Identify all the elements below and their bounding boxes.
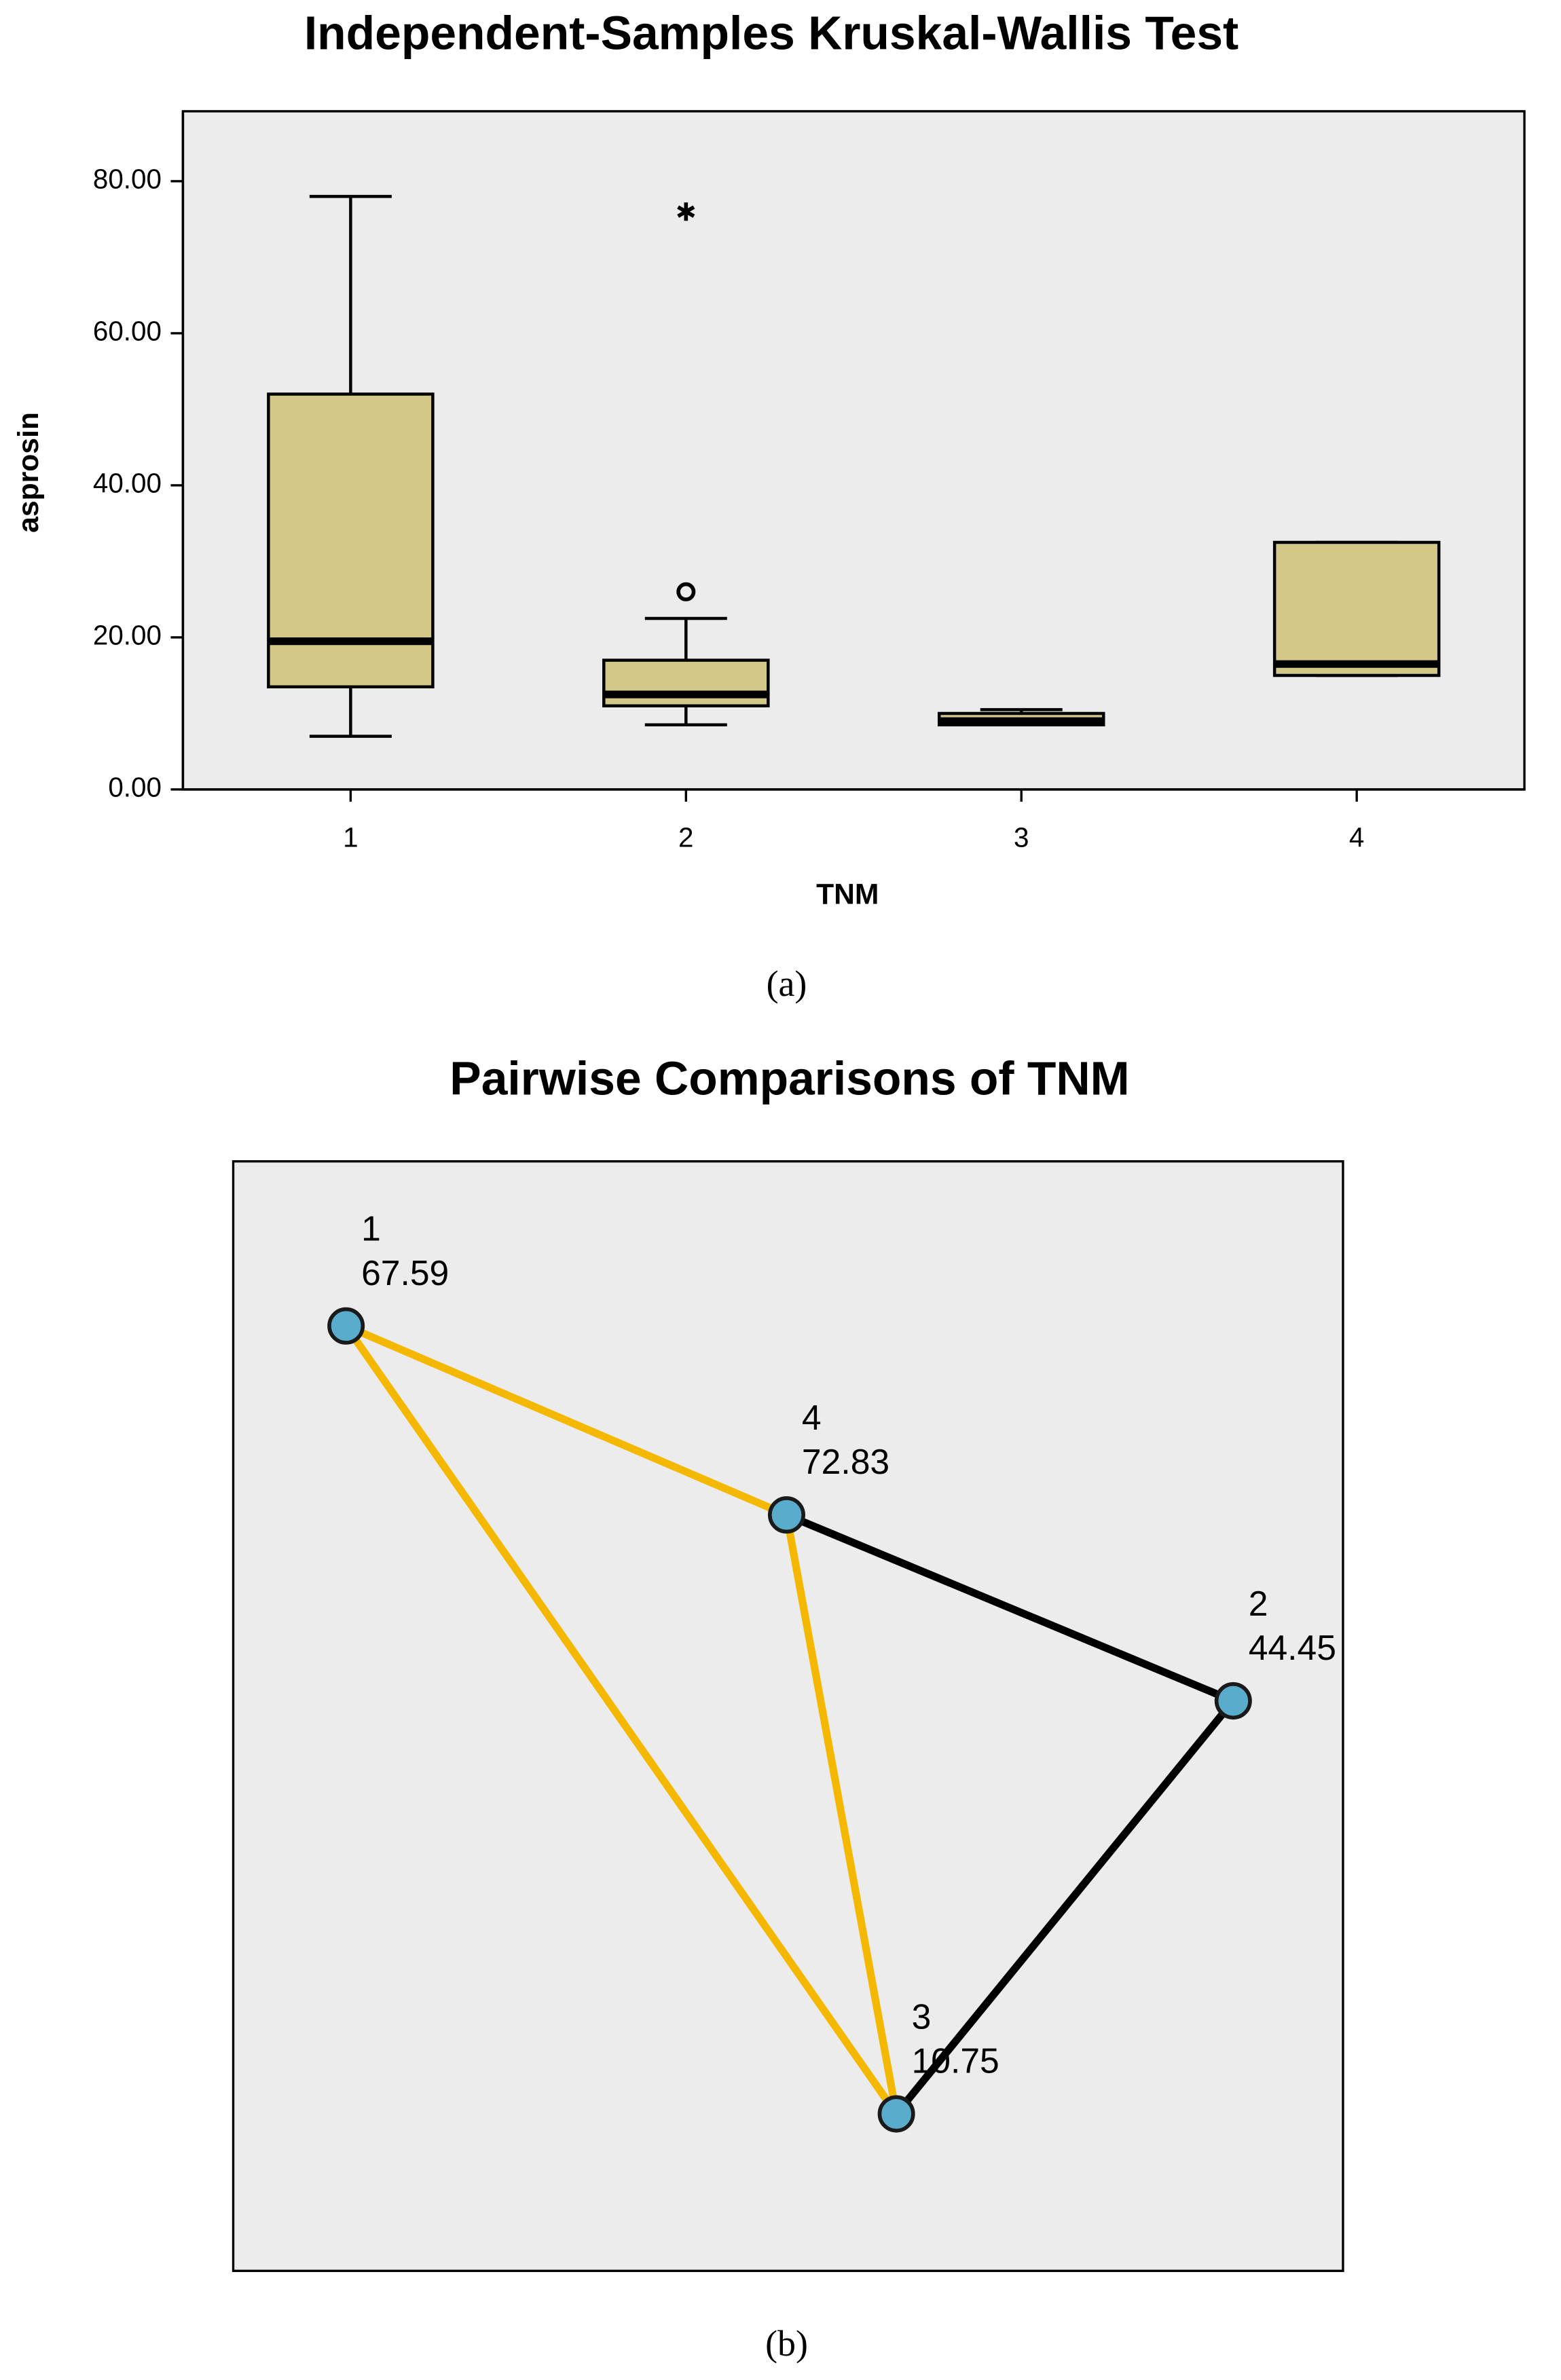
x-tick-label: 2: [678, 822, 693, 853]
node-value: 44.45: [1249, 1628, 1336, 1667]
node-value: 10.75: [912, 2041, 999, 2081]
chart-title: Independent-Samples Kruskal-Wallis Test: [304, 6, 1238, 59]
y-tick-label: 60.00: [93, 316, 162, 347]
y-tick-label: 80.00: [93, 164, 162, 195]
y-tick-label: 0.00: [108, 772, 162, 803]
node-value: 72.83: [802, 1442, 889, 1481]
node-name: 1: [361, 1209, 381, 1248]
chart-title: Pairwise Comparisons of TNM: [449, 1052, 1129, 1104]
y-tick-label: 40.00: [93, 468, 162, 499]
node-name: 4: [802, 1398, 822, 1437]
x-axis-title: TNM: [816, 878, 879, 910]
y-tick-label: 20.00: [93, 620, 162, 651]
edge: [782, 1511, 1237, 1705]
outlier: [676, 582, 696, 601]
box: [602, 658, 770, 708]
y-axis-title: asprosin: [12, 412, 45, 533]
node: [327, 1307, 365, 1345]
node: [767, 1496, 805, 1534]
edge: [342, 1322, 791, 1519]
x-tick-label: 1: [343, 822, 358, 853]
plot-area: [232, 1160, 1344, 2272]
x-tick-label: 3: [1014, 822, 1029, 853]
edge: [782, 1511, 900, 2118]
node-name: 3: [912, 1996, 932, 2036]
box: [1272, 540, 1441, 677]
node-value: 67.59: [361, 1253, 449, 1293]
extreme-outlier: [677, 202, 695, 221]
node: [1214, 1682, 1252, 1720]
node-name: 2: [1249, 1584, 1268, 1623]
x-tick-label: 4: [1349, 822, 1364, 853]
node: [877, 2095, 915, 2133]
edge: [342, 1322, 900, 2118]
caption: (a): [767, 963, 807, 1004]
edge: [892, 1696, 1237, 2118]
caption: (b): [765, 2323, 808, 2364]
